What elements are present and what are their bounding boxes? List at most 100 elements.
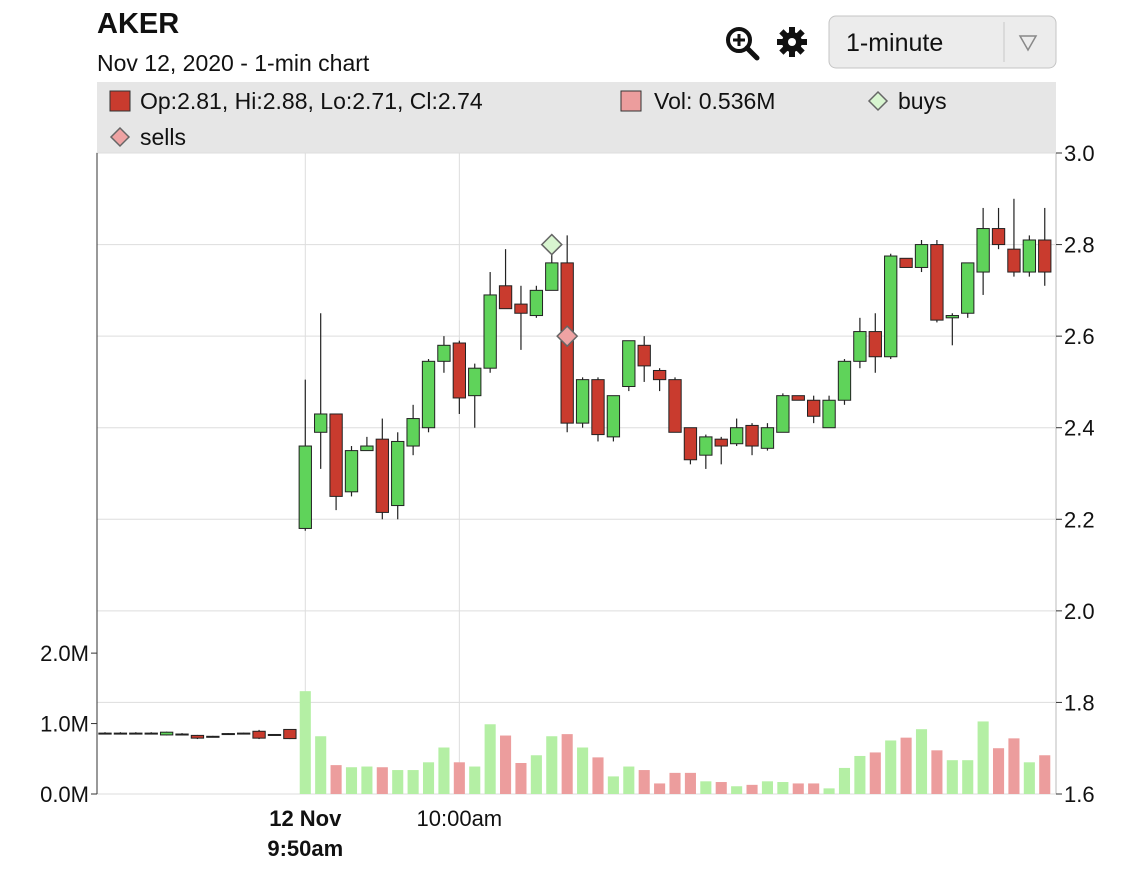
candle-body — [606, 395, 621, 438]
candle-body — [668, 379, 682, 433]
chart-subtitle: Nov 12, 2020 - 1-min chart — [97, 50, 370, 76]
volume-bar — [407, 770, 419, 794]
y-tick-label: 1.6 — [1064, 782, 1095, 807]
volume-bar — [838, 767, 851, 794]
x-tick-label: 9:50am — [267, 836, 343, 861]
candle-body — [652, 369, 667, 381]
candle-body — [991, 228, 1006, 246]
volume-bar — [623, 766, 635, 794]
candle-body — [468, 367, 482, 397]
candle-body — [868, 331, 882, 358]
zoom-icon-plus — [733, 34, 745, 46]
candle-body — [899, 257, 913, 268]
zoom-button[interactable] — [726, 27, 760, 61]
volume-bar — [515, 763, 527, 794]
volume-bar — [607, 776, 619, 794]
candle-body — [329, 413, 343, 497]
candle-body — [699, 436, 713, 456]
volume-bar — [962, 760, 974, 794]
candle-body — [853, 331, 867, 362]
volume-bar — [546, 736, 558, 794]
volume-tick-label: 2.0M — [40, 641, 89, 666]
volume-bar — [823, 788, 835, 794]
y-tick-label: 3.0 — [1064, 141, 1095, 166]
volume-bar — [746, 784, 758, 794]
gear-hole — [788, 38, 796, 46]
dropdown-box — [828, 15, 1057, 69]
y-tick-label: 2.6 — [1064, 324, 1095, 349]
volume-bar — [330, 765, 342, 794]
legend-box — [97, 82, 1056, 153]
candle-body — [683, 427, 698, 461]
candle-body — [190, 734, 205, 739]
candle-body — [375, 438, 389, 513]
candle-body — [159, 731, 174, 736]
volume-bar — [684, 772, 696, 794]
candle-body — [807, 399, 821, 417]
volume-bar — [869, 752, 881, 794]
volume-bar — [376, 767, 388, 794]
volume-bar — [361, 766, 373, 794]
candle-body — [129, 732, 143, 735]
candle-body — [1007, 248, 1021, 273]
candle-body — [175, 733, 189, 736]
volume-bar — [946, 760, 958, 794]
candle-body — [729, 427, 744, 445]
volume-tick-label: 0.0M — [40, 782, 89, 807]
candle-body — [637, 344, 651, 367]
candle-body — [884, 255, 898, 358]
volume-tick-label: 1.0M — [40, 712, 89, 737]
candle-body — [529, 289, 544, 317]
candle-body — [314, 413, 328, 433]
volume-bar — [530, 755, 542, 794]
volume-bar — [808, 783, 820, 794]
volume-bar — [992, 748, 1005, 794]
legend-label: sells — [140, 124, 186, 150]
legend-ohlc: Op:2.81, Hi:2.88, Lo:2.71, Cl:2.74 — [140, 88, 483, 114]
candle-body — [961, 262, 975, 314]
candle-body — [822, 399, 836, 429]
volume-bar — [561, 734, 573, 794]
candle-body — [976, 228, 990, 273]
candle-body — [930, 244, 944, 321]
candle-body — [391, 440, 405, 507]
volume-bar — [438, 747, 450, 794]
volume-bar — [392, 770, 404, 794]
volume-bar — [777, 782, 789, 794]
volume-bar — [453, 762, 465, 794]
legend-marker — [109, 126, 131, 148]
volume-bar — [915, 729, 928, 794]
volume-bar — [500, 735, 512, 794]
volume-bar — [469, 766, 481, 794]
volume-bar — [422, 762, 435, 794]
trade-marker — [540, 233, 563, 256]
y-tick-label: 2.4 — [1064, 416, 1095, 441]
candle-body — [252, 730, 266, 739]
interval-dropdown[interactable]: 1-minute — [828, 15, 1057, 69]
y-tick-label: 2.0 — [1064, 599, 1095, 624]
trade-marker — [556, 325, 579, 348]
volume-bar — [700, 781, 712, 794]
volume-bar — [299, 691, 311, 794]
legend-marker — [867, 90, 889, 112]
volume-bar — [1008, 738, 1020, 794]
settings-button[interactable] — [771, 21, 813, 63]
volume-bar — [761, 781, 773, 794]
candle-body — [498, 285, 513, 310]
candle-body — [514, 303, 528, 314]
y-tick-label: 2.2 — [1064, 507, 1095, 532]
candle-body — [421, 360, 436, 429]
candle-body — [344, 450, 359, 493]
candle-body — [206, 735, 220, 738]
legend-swatch — [109, 90, 131, 112]
plot-frame — [96, 152, 1057, 795]
legend-label: buys — [898, 88, 947, 114]
candle-body — [545, 262, 559, 291]
candle-body — [745, 424, 759, 447]
candle-body — [1022, 239, 1037, 273]
volume-bar — [900, 737, 912, 794]
volume-bar — [731, 786, 743, 794]
volume-bar — [977, 721, 989, 794]
volume-bar — [854, 755, 866, 794]
y-tick-label: 2.8 — [1064, 233, 1095, 258]
